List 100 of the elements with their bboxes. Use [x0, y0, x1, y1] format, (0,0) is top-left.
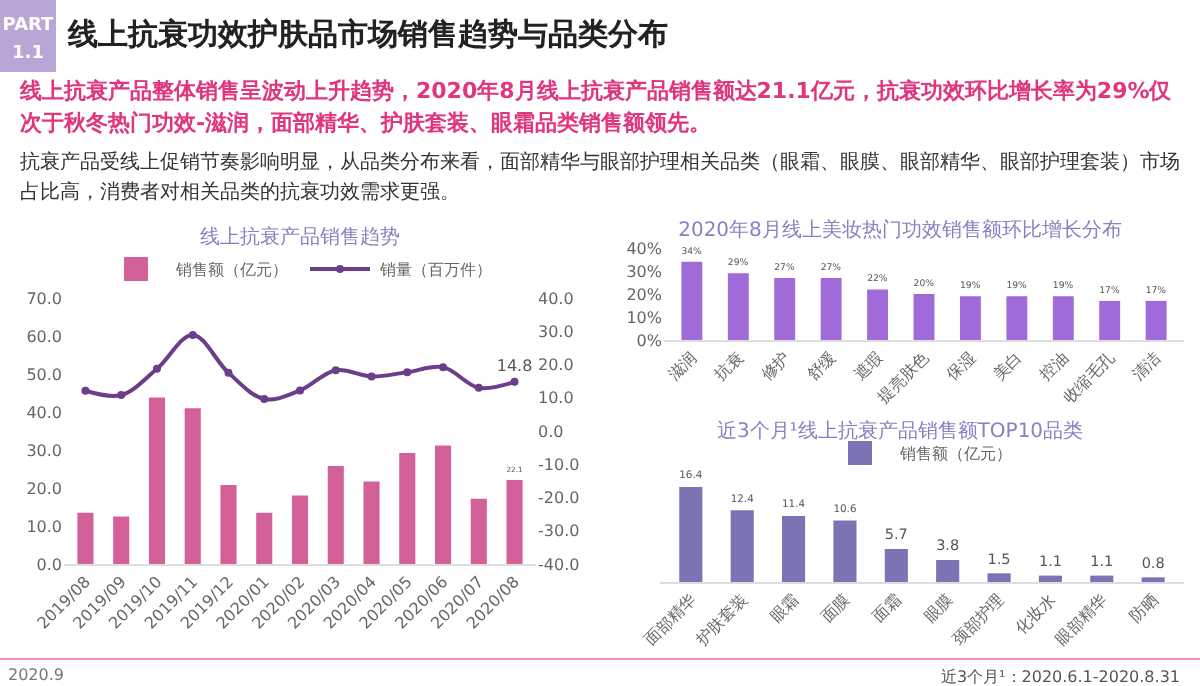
x-tick-label: 滋润 [664, 348, 701, 385]
point [474, 383, 483, 392]
bar [434, 445, 452, 564]
data-label: 5.7 [884, 525, 908, 544]
text: 线上抗衰产品整体销售呈波动上升趋势，2020年8月线上抗衰产品销售额达21.1亿元，抗衰功效环比增长率为29%仅次于秋冬热门功效-滋润，面部精华、护肤套装、眼霜品类销售额领先。 [20, 76, 1174, 140]
data-label: 1.1 [1090, 551, 1114, 570]
y2-tick-label: -30.0 [538, 522, 580, 541]
y-tick-label: 30% [626, 262, 663, 281]
x-tick-label: 保湿 [943, 348, 979, 385]
point [188, 330, 197, 339]
point [331, 366, 340, 375]
bar [1145, 300, 1167, 340]
chart-title: 2020年8月线上美妆热门功效销售额环比增长分布 [678, 218, 1122, 242]
y-tick-label: 20% [626, 285, 663, 304]
x-tick-label: 眼部精华 [1052, 590, 1111, 649]
bar [774, 277, 796, 340]
data-label: 1.5 [987, 549, 1011, 568]
bar [884, 548, 908, 582]
bar [220, 484, 237, 564]
bar [1006, 296, 1028, 340]
point [296, 386, 304, 395]
bar [936, 559, 960, 582]
x-tick-label: 护肤套装 [691, 590, 751, 651]
bar [77, 512, 94, 564]
bar [727, 273, 749, 340]
x-tick-label: 美白 [989, 348, 1026, 385]
bar [833, 520, 857, 582]
y2-tick-label: 10.0 [538, 389, 574, 408]
text: 2020.9 [8, 666, 64, 684]
y-tick-label: 10% [626, 308, 663, 327]
y2-tick-label: 0.0 [538, 422, 564, 441]
x-tick-label: 舒缓 [804, 348, 840, 385]
data-label: 1.1 [1038, 551, 1062, 570]
y-tick-label: 10.0 [26, 517, 62, 536]
point [510, 377, 519, 386]
y2-tick-label: 40.0 [538, 289, 574, 308]
y2-tick-label: -20.0 [538, 489, 580, 508]
chart-title: 近3个月¹线上抗衰产品销售额TOP10品类 [716, 419, 1084, 444]
point [117, 391, 126, 400]
y2-tick-label: -40.0 [538, 555, 580, 574]
point [439, 363, 448, 372]
bar [679, 487, 703, 582]
legend-label: 销量（百万件） [378, 261, 492, 280]
bar [256, 512, 273, 564]
y2-tick-label: -10.0 [538, 455, 580, 474]
bar [506, 480, 523, 564]
x-tick-label: 眼霜 [766, 590, 803, 627]
bar [1052, 296, 1074, 340]
bar [820, 277, 842, 340]
y-tick-label: 60.0 [26, 327, 62, 346]
point [224, 368, 233, 377]
bar [867, 289, 889, 340]
data-label: 0.8 [1141, 553, 1166, 572]
bar [782, 515, 806, 582]
point [367, 372, 376, 381]
x-tick-label: 抗衰 [711, 348, 747, 385]
y-tick-label: 40% [626, 239, 663, 258]
x-tick-label: 面霜 [869, 590, 905, 627]
x-tick-label: 面膜 [818, 590, 854, 627]
y-tick-label: 70.0 [26, 289, 62, 308]
y-tick-label: 20.0 [26, 479, 62, 498]
point [152, 364, 161, 373]
y-tick-label: 0.0 [36, 555, 62, 574]
x-tick-label: 防晒 [1126, 590, 1162, 627]
bar [681, 261, 703, 340]
text: PART 1.1 [0, 0, 56, 72]
bar [730, 510, 754, 582]
bar [987, 573, 1011, 582]
bar [399, 453, 416, 564]
data-label: 3.8 [936, 536, 960, 555]
y-tick-label: 30.0 [26, 441, 62, 460]
bar [291, 495, 309, 564]
point [260, 395, 269, 404]
bar [959, 296, 981, 340]
text: 近3个月¹：2020.6.1-2020.8.31 [940, 666, 1180, 686]
bar [113, 516, 130, 564]
x-tick-label: 控油 [1036, 348, 1072, 385]
chart-title: 线上抗衰产品销售趋势 [200, 225, 400, 250]
bar [327, 465, 344, 564]
data-label: 14.8 [496, 356, 533, 375]
bar [913, 294, 935, 340]
y-tick-label: 40.0 [26, 403, 62, 422]
bar [1038, 575, 1062, 582]
x-tick-label: 清洁 [1129, 348, 1165, 385]
bar [184, 408, 201, 564]
bar [1099, 300, 1121, 340]
bar [363, 481, 380, 564]
y2-tick-label: 30.0 [538, 322, 574, 341]
point [81, 386, 90, 395]
legend-label: 销售额（亿元） [898, 445, 1012, 464]
bar [1090, 575, 1114, 582]
bar [470, 498, 487, 564]
point [403, 368, 412, 377]
legend-label: 销售额（亿元） [174, 261, 288, 280]
text: 线上抗衰功效护肤品市场销售趋势与品类分布 [68, 16, 668, 54]
y2-tick-label: 20.0 [538, 356, 574, 375]
bar [148, 397, 166, 564]
y-tick-label: 0% [636, 331, 663, 350]
x-tick-label: 遮瑕 [850, 348, 887, 385]
x-tick-label: 修护 [757, 348, 794, 385]
